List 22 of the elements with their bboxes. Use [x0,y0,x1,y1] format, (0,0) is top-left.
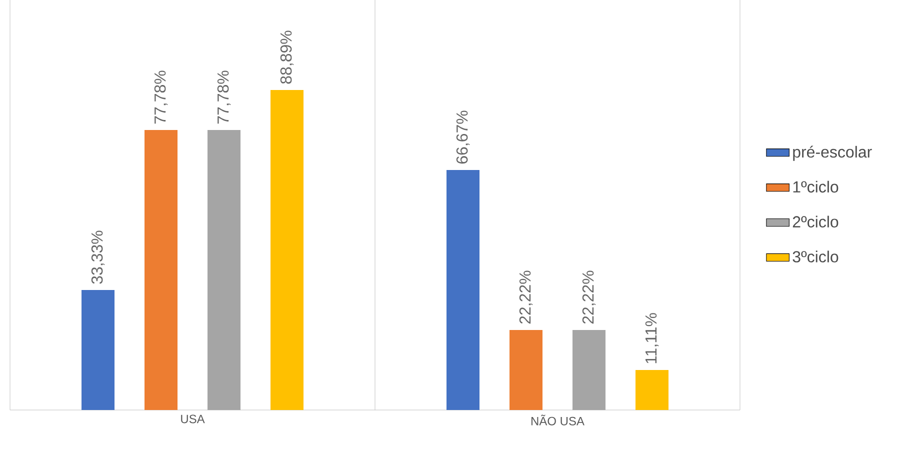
legend-label: pré-escolar [793,146,872,161]
x-tick-label: NÃO USA [531,414,584,426]
legend-label: 3ºciclo [792,250,838,262]
data-label: 22,22% [519,270,533,324]
bar [510,330,542,410]
x-tick-label: USA [181,414,205,424]
bar [208,130,241,410]
legend-label: 1ºciclo [793,180,838,193]
bar [446,170,480,410]
data-label: 77,78% [154,70,168,124]
bar [635,370,668,410]
legend-label: 2ºciclo [792,216,838,228]
data-label: 77,78% [217,70,231,124]
data-label: 66,67% [456,110,470,164]
bar [572,330,606,410]
data-label: 11,11% [645,313,659,364]
bar [270,90,304,410]
data-label: 22,22% [582,270,596,324]
bar [82,290,115,410]
data-label: 33,33% [91,230,105,284]
data-label: 88,89% [280,30,294,84]
bar [144,130,178,410]
